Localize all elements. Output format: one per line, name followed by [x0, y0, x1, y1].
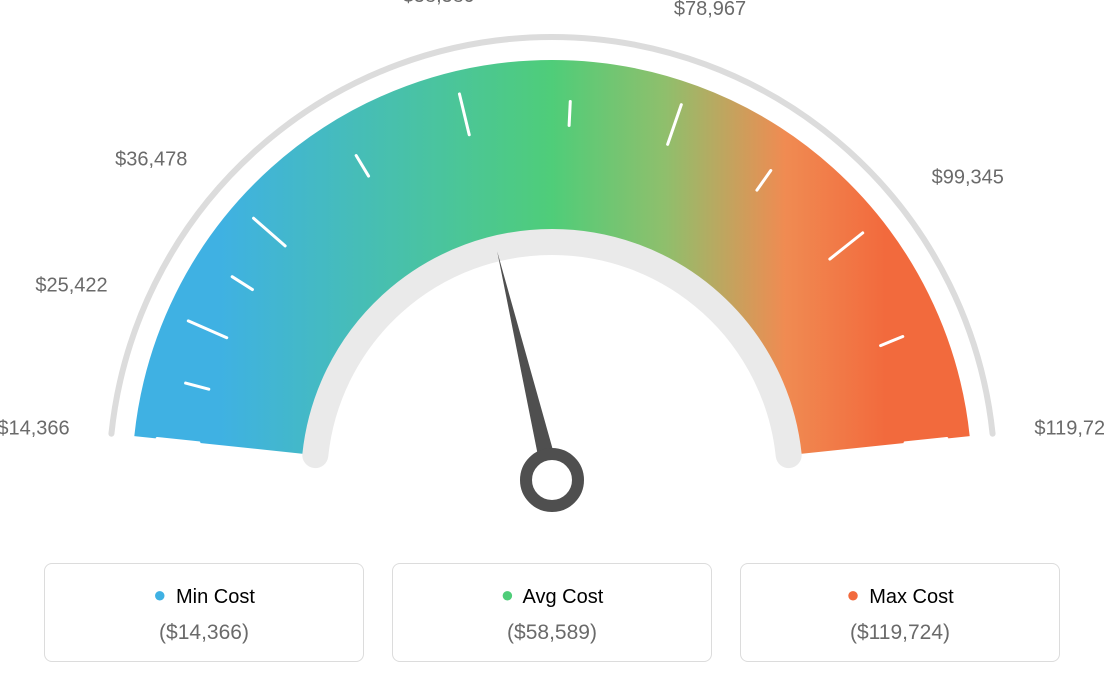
legend-avg-title: ● Avg Cost	[403, 582, 701, 609]
legend-max-value: ($119,724)	[751, 621, 1049, 645]
legend-avg-label: Avg Cost	[522, 586, 603, 608]
scale-label: $99,345	[932, 167, 1004, 190]
legend-avg-value: ($58,589)	[403, 621, 701, 645]
scale-label: $36,478	[115, 149, 187, 172]
legend-card-avg: ● Avg Cost ($58,589)	[392, 563, 712, 662]
legend-avg-dot-icon: ●	[501, 582, 514, 607]
scale-label: $14,366	[0, 418, 70, 441]
cost-gauge-chart: $14,366 $25,422 $36,478 $58,589 $78,967 $99,3…	[0, 0, 1104, 690]
legend-min-dot-icon: ●	[153, 582, 166, 607]
gauge-area: $14,366 $25,422 $36,478 $58,589 $78,967 $99,3…	[0, 0, 1104, 540]
legend-card-min: ● Min Cost ($14,366)	[44, 563, 364, 662]
gauge-svg	[0, 0, 1104, 560]
legend-max-title: ● Max Cost	[751, 582, 1049, 609]
scale-label: $25,422	[35, 274, 107, 297]
legend-card-max: ● Max Cost ($119,724)	[740, 563, 1060, 662]
legend-min-title: ● Min Cost	[55, 582, 353, 609]
legend-row: ● Min Cost ($14,366) ● Avg Cost ($58,589…	[0, 563, 1104, 662]
legend-max-label: Max Cost	[869, 586, 953, 608]
legend-min-value: ($14,366)	[55, 621, 353, 645]
scale-label: $78,967	[674, 0, 746, 21]
scale-label: $119,724	[1034, 418, 1104, 441]
legend-max-dot-icon: ●	[846, 582, 859, 607]
scale-label: $58,589	[403, 0, 475, 8]
legend-min-label: Min Cost	[176, 586, 255, 608]
